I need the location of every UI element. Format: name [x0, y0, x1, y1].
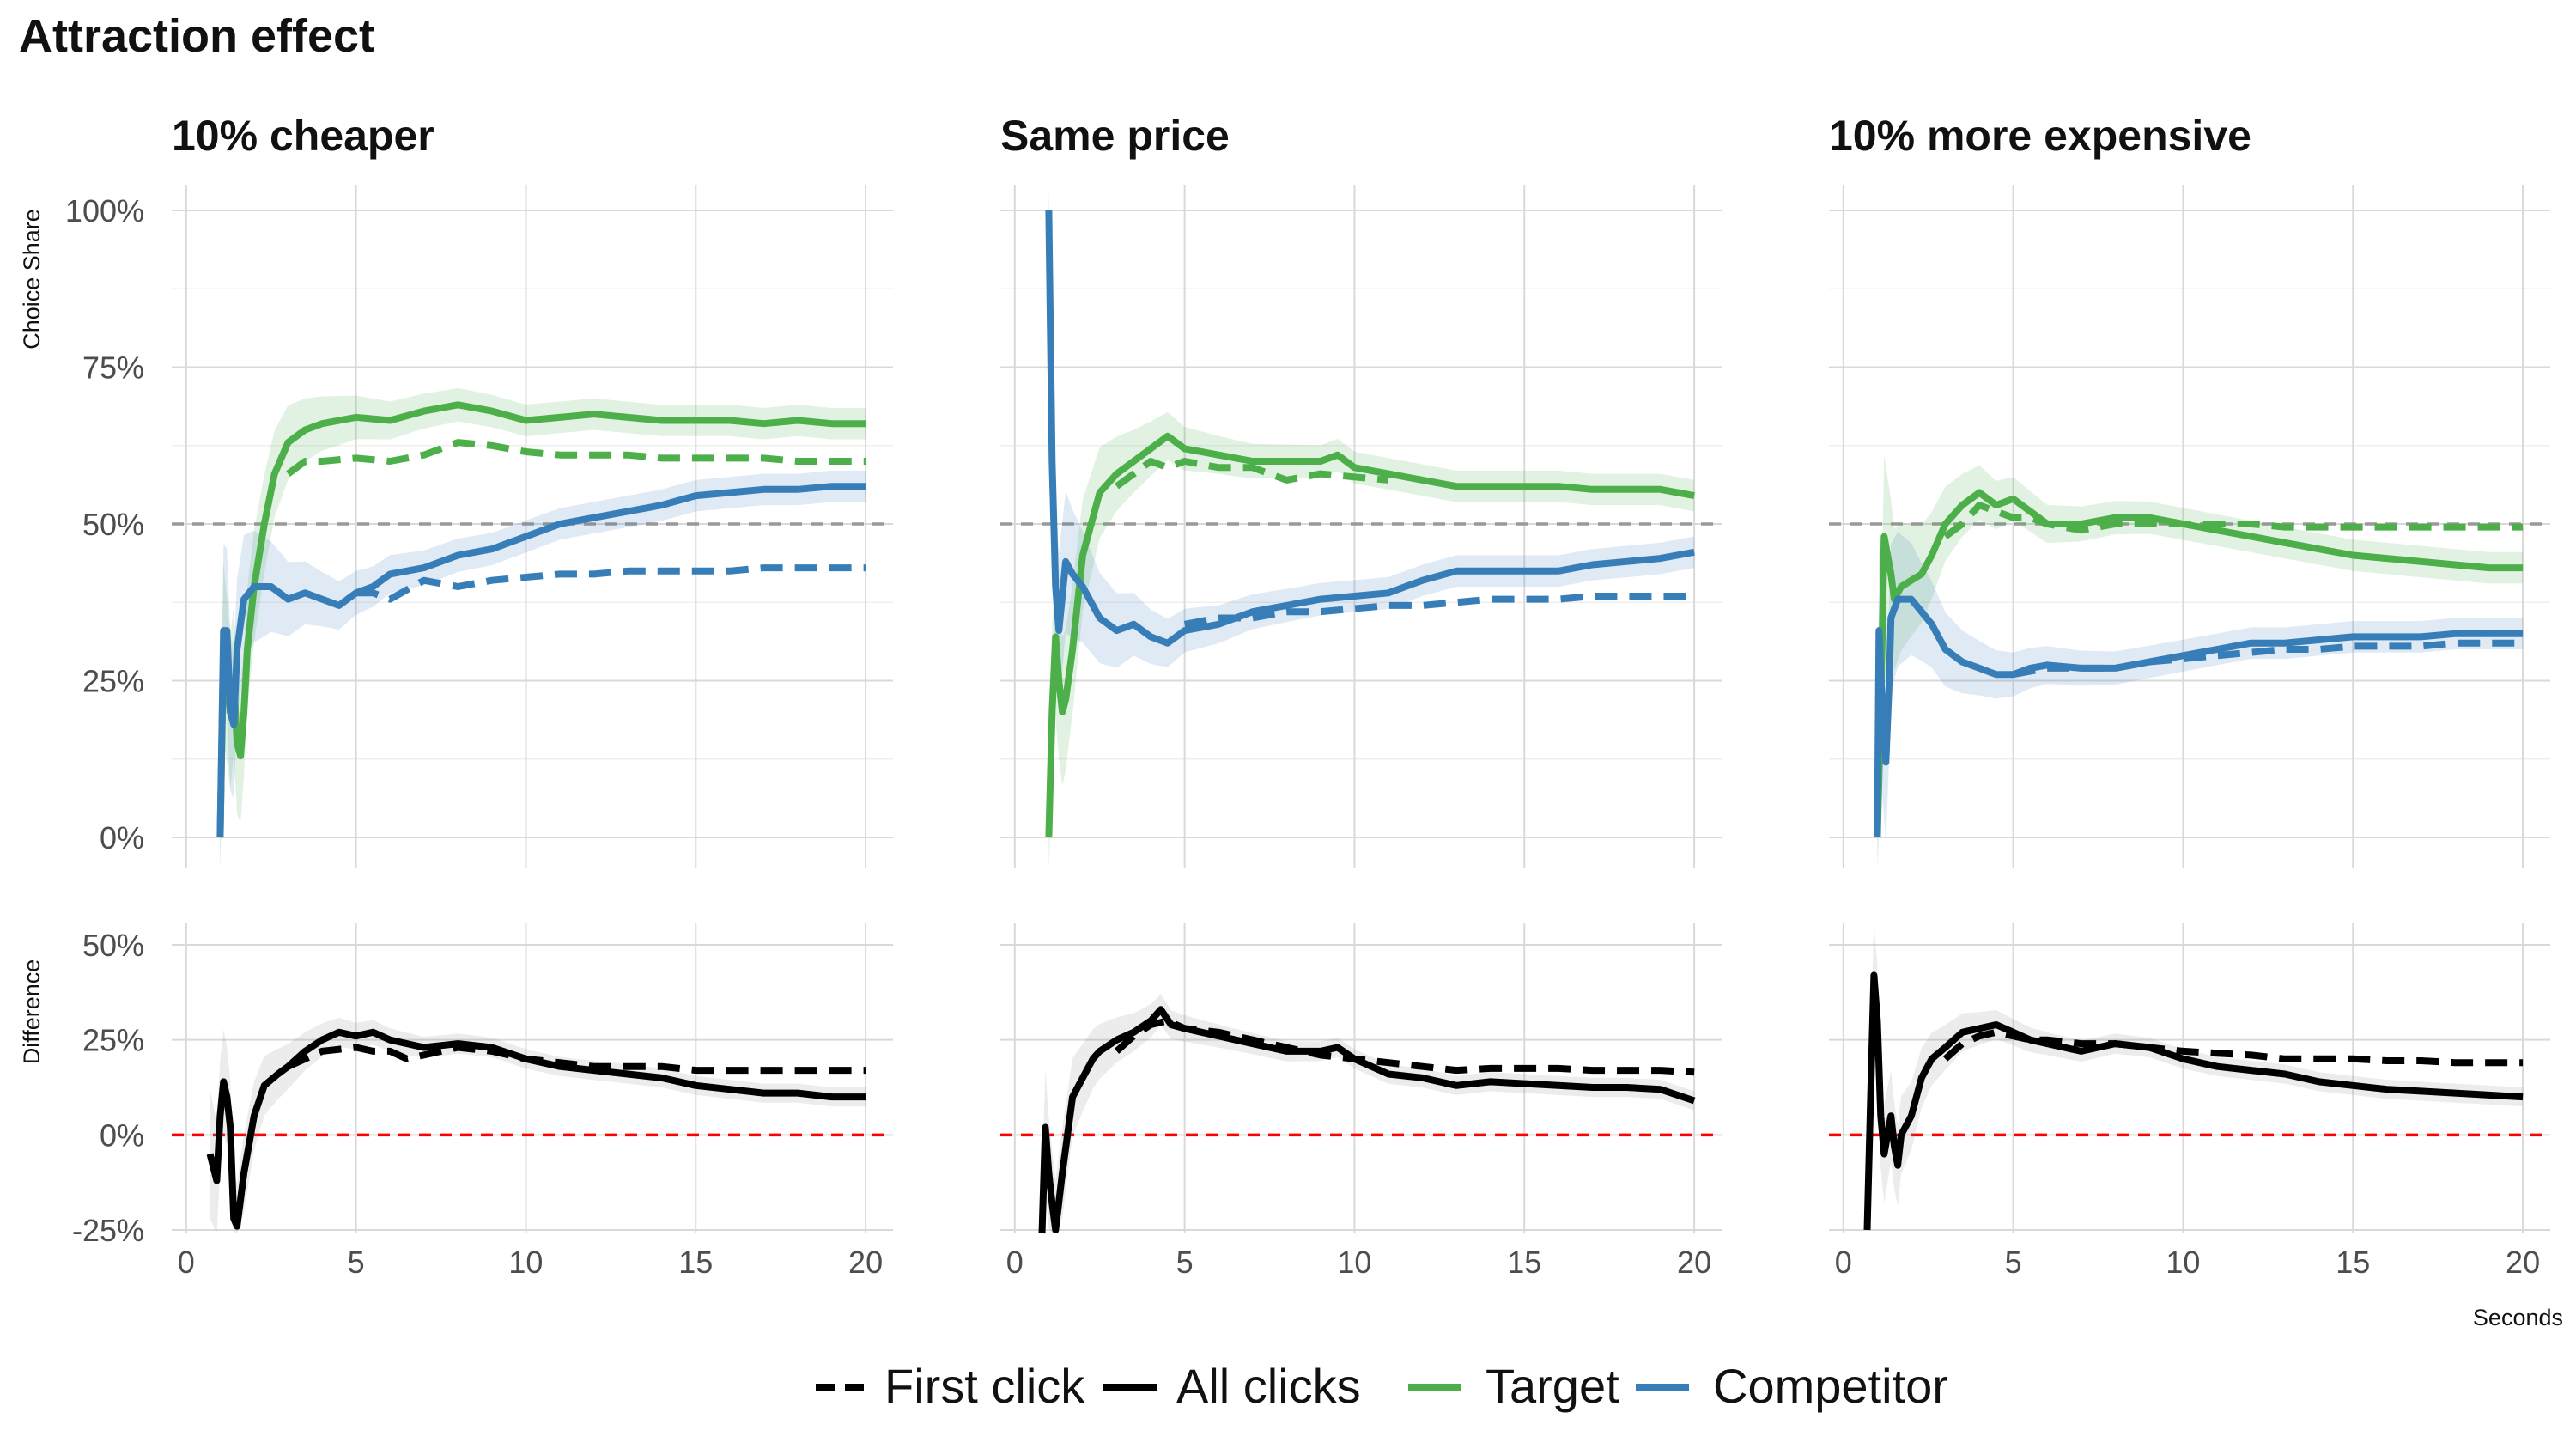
x-tick-label: 15	[1507, 1245, 1541, 1280]
x-tick-label: 0	[1835, 1245, 1852, 1280]
panel-same-price: Same price 0 5 10 15 20	[1000, 112, 1722, 1280]
panel-title: Same price	[1000, 112, 1230, 160]
series-difference-all-clicks	[1038, 1006, 1696, 1234]
difference-confidence-band	[1867, 923, 2524, 1233]
legend-label: Target	[1485, 1359, 1619, 1413]
x-tick-label: 20	[1677, 1245, 1711, 1280]
y-tick-label-top: 0%	[100, 820, 144, 855]
y-tick-label-bottom: 0%	[100, 1117, 144, 1153]
legend-item-first-click: First click	[816, 1359, 1085, 1413]
legend-label: First click	[884, 1359, 1085, 1413]
x-tick-label: 20	[2506, 1245, 2540, 1280]
x-axis-label: Seconds	[2473, 1305, 2563, 1330]
competitor-confidence-band	[1877, 532, 2524, 868]
x-tick-label: 15	[678, 1245, 713, 1280]
legend: First click All clicks Target Competitor	[816, 1359, 1948, 1413]
x-tick-label: 10	[2166, 1245, 2200, 1280]
chart-title: Attraction effect	[19, 10, 374, 62]
legend-label: All clicks	[1176, 1359, 1361, 1413]
series-target-first-click	[1115, 458, 1389, 490]
series-difference-first-click	[1942, 1028, 2524, 1067]
competitor-confidence-band	[1048, 185, 1695, 709]
legend-label: Competitor	[1713, 1359, 1948, 1413]
series-competitor-first-click	[355, 564, 866, 603]
series-difference-all-clicks	[1863, 971, 2524, 1231]
series-difference-all-clicks	[206, 1028, 866, 1230]
panels-layer: 10% cheaper 0% 25% 50% 75% 100% -25% 0% 25% 50% 0 5…	[65, 112, 2550, 1280]
y-tick-label-top: 75%	[82, 350, 144, 386]
y-tick-label-bottom: -25%	[72, 1213, 144, 1248]
panel-10pct-more-expensive: 10% more expensive 0 5 10 15 20	[1829, 112, 2550, 1280]
legend-item-target: Target	[1408, 1359, 1619, 1413]
y-tick-label-bottom: 50%	[82, 928, 144, 963]
target-confidence-band	[220, 387, 866, 868]
x-tick-label: 15	[2336, 1245, 2370, 1280]
x-tick-label: 5	[348, 1245, 365, 1280]
series-target-all-clicks	[216, 401, 866, 838]
legend-item-all-clicks: All clicks	[1103, 1359, 1361, 1413]
legend-item-competitor: Competitor	[1636, 1359, 1948, 1413]
y-tick-label-top: 50%	[82, 507, 144, 542]
panel-title: 10% cheaper	[172, 112, 434, 160]
target-confidence-band	[1048, 411, 1695, 868]
y-axis-label-difference: Difference	[19, 959, 45, 1065]
series-target-first-click	[286, 439, 866, 477]
series-competitor-first-click	[1183, 593, 1695, 628]
x-tick-label: 5	[1176, 1245, 1194, 1280]
x-tick-label: 5	[2005, 1245, 2022, 1280]
panel-10pct-cheaper: 10% cheaper 0% 25% 50% 75% 100% -25% 0% 25% 50% 0 5…	[65, 112, 893, 1280]
y-axis-label-top: Choice Share	[19, 209, 45, 350]
panel-title: 10% more expensive	[1829, 112, 2251, 160]
x-tick-label: 20	[848, 1245, 883, 1280]
competitor-confidence-band	[220, 470, 866, 868]
y-axis-label-choice-share: Choice Share	[19, 209, 45, 350]
series-competitor-all-clicks	[1045, 210, 1695, 647]
series-difference-first-click	[1114, 1017, 1695, 1076]
x-tick-label: 10	[1337, 1245, 1371, 1280]
x-tick-label: 0	[1006, 1245, 1024, 1280]
x-tick-label: 10	[508, 1245, 543, 1280]
series-target-all-clicks	[1045, 432, 1695, 838]
y-tick-label-top: 25%	[82, 664, 144, 699]
y-axis-label-bottom: Difference	[19, 959, 45, 1065]
series-competitor-all-clicks	[216, 483, 866, 838]
y-tick-label-bottom: 25%	[82, 1023, 144, 1058]
series-competitor-all-clicks	[1874, 595, 2524, 838]
x-tick-label: 0	[178, 1245, 195, 1280]
y-tick-label-top: 100%	[65, 193, 144, 228]
